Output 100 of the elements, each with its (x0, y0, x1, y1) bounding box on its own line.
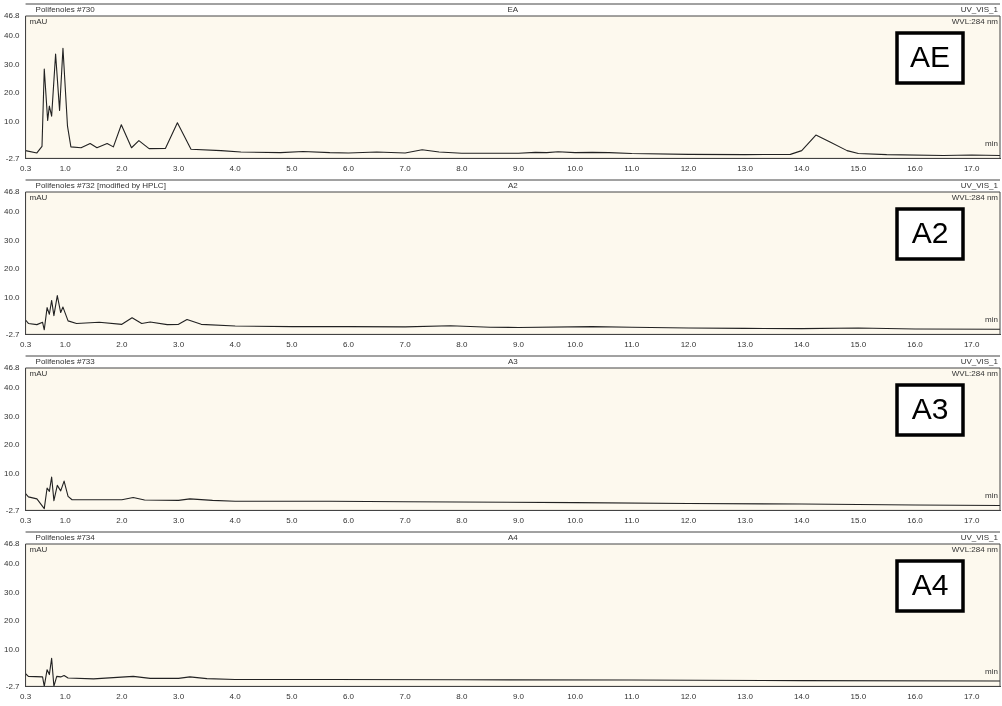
text: UV_VIS_1 (960, 357, 999, 367)
x-tick-label: 10.0 (567, 164, 584, 174)
chart-subtitle: A4 (507, 533, 519, 543)
chart-title: Polifenoles #734 (35, 533, 96, 543)
x-tick-label: 15.0 (850, 340, 867, 350)
x-tick-label: 1.0 (59, 692, 72, 702)
chart-subtitle: A3 (507, 357, 519, 367)
x-tick-label: 14.0 (793, 340, 811, 350)
chart-title: Polifenoles #730 (35, 5, 96, 15)
x-tick-label: 4.0 (229, 516, 242, 526)
text: UV_VIS_1 (960, 181, 999, 191)
y-tick-label: 30.0 (3, 587, 21, 597)
x-tick-label: 16.0 (907, 516, 924, 526)
x-tick-label: 0.3 (20, 516, 32, 526)
x-tick-label: 12.0 (680, 164, 697, 174)
x-tick-label: 2.0 (116, 692, 128, 702)
x-tick-label: 13.0 (737, 164, 754, 174)
x-tick-label: 0.3 (20, 340, 32, 350)
y-tick-label: 30.0 (3, 59, 21, 69)
x-tick-label: 10.0 (567, 692, 584, 702)
x-axis-title: min (985, 314, 998, 324)
x-tick-label: 13.0 (737, 340, 754, 350)
x-tick-label: 5.0 (286, 692, 298, 702)
x-tick-label: 12.0 (680, 516, 697, 526)
x-tick-label: 13.0 (737, 516, 754, 526)
x-tick-label: 9.0 (512, 692, 525, 702)
x-tick-label: 1.0 (59, 164, 72, 174)
chart-title: Polifenoles #733 (35, 357, 96, 367)
y-tick-label: 46.8 (3, 363, 21, 373)
x-tick-label: 12.0 (680, 692, 697, 702)
x-tick-label: 14.0 (793, 164, 811, 174)
chart-subtitle: EA (507, 5, 519, 15)
y-tick-label: 40.0 (3, 558, 21, 568)
x-tick-label: 7.0 (399, 340, 412, 350)
annotation: AE (909, 40, 951, 74)
x-tick-label: 3.0 (172, 340, 185, 350)
x-tick-label: 1.0 (59, 340, 72, 350)
x-tick-label: 2.0 (116, 516, 128, 526)
x-tick-label: 14.0 (793, 516, 811, 526)
x-tick-label: 11.0 (624, 164, 640, 174)
x-tick-label: 11.0 (624, 340, 640, 350)
x-tick-label: 8.0 (456, 340, 468, 350)
y-tick-label: 46.8 (3, 187, 21, 197)
y-tick-label: 20.0 (3, 440, 21, 450)
x-tick-label: 7.0 (399, 516, 412, 526)
y-tick-label: 20.0 (3, 88, 21, 98)
x-tick-label: 8.0 (456, 516, 468, 526)
y-tick-label: -2.7 (5, 505, 21, 515)
y-tick-label: 10.0 (3, 293, 21, 303)
x-tick-label: 5.0 (286, 516, 298, 526)
y-tick-label: -2.7 (5, 329, 21, 339)
x-tick-label: 17.0 (963, 340, 981, 350)
y-tick-label: 10.0 (3, 469, 21, 479)
x-tick-label: 4.0 (229, 692, 242, 702)
x-tick-label: 3.0 (172, 692, 185, 702)
x-tick-label: 14.0 (793, 692, 811, 702)
y-tick-label: 30.0 (3, 411, 21, 421)
y-tick-label: 10.0 (3, 645, 21, 655)
x-tick-label: 4.0 (229, 164, 242, 174)
x-tick-label: 16.0 (907, 164, 924, 174)
annotation: WVL:284 nm (951, 369, 999, 379)
x-axis-title: min (985, 490, 998, 500)
x-tick-label: 0.3 (20, 164, 32, 174)
x-axis-title: min (985, 666, 998, 676)
y-tick-label: 40.0 (3, 382, 21, 392)
x-tick-label: 11.0 (624, 692, 640, 702)
x-tick-label: 6.0 (342, 516, 355, 526)
x-tick-label: 2.0 (116, 164, 128, 174)
x-tick-label: 9.0 (512, 516, 525, 526)
annotation: A2 (911, 216, 949, 250)
x-tick-label: 8.0 (456, 692, 468, 702)
y-tick-label: 40.0 (3, 30, 21, 40)
x-tick-label: 0.3 (20, 692, 32, 702)
x-axis-title: min (985, 138, 998, 148)
y-tick-label: -2.7 (5, 681, 21, 691)
y-axis-title: mAU (29, 17, 48, 27)
x-tick-label: 12.0 (680, 340, 697, 350)
y-tick-label: -2.7 (5, 153, 21, 163)
y-tick-label: 40.0 (3, 206, 21, 216)
annotation: A3 (911, 392, 949, 426)
y-axis-title: mAU (29, 545, 48, 555)
y-tick-label: 46.8 (3, 539, 21, 549)
x-tick-label: 7.0 (399, 164, 412, 174)
x-tick-label: 17.0 (963, 164, 981, 174)
x-tick-label: 17.0 (963, 692, 981, 702)
y-axis-title: mAU (29, 193, 48, 203)
x-tick-label: 5.0 (286, 164, 298, 174)
x-tick-label: 10.0 (567, 516, 584, 526)
annotation: A4 (911, 568, 949, 602)
x-tick-label: 13.0 (737, 692, 754, 702)
x-tick-label: 15.0 (850, 516, 867, 526)
x-tick-label: 5.0 (286, 340, 298, 350)
x-tick-label: 6.0 (342, 164, 355, 174)
x-tick-label: 6.0 (342, 692, 355, 702)
x-tick-label: 3.0 (172, 164, 185, 174)
text: UV_VIS_1 (960, 5, 999, 15)
y-tick-label: 46.8 (3, 11, 21, 21)
annotation: WVL:284 nm (951, 545, 999, 555)
annotation: WVL:284 nm (951, 193, 999, 203)
annotation: WVL:284 nm (951, 17, 999, 27)
